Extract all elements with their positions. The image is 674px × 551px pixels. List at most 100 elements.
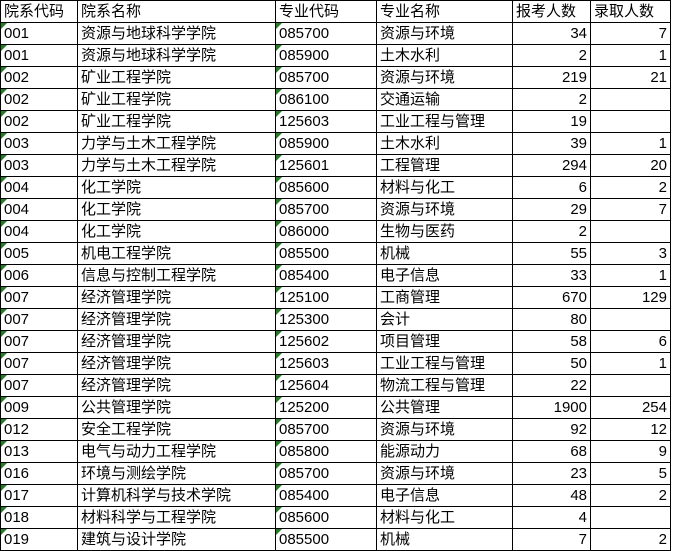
cell-major-code[interactable]: 125300 bbox=[275, 308, 377, 331]
cell-applicants[interactable]: 1900 bbox=[512, 396, 591, 419]
cell-major-code[interactable]: 085700 bbox=[275, 198, 377, 221]
cell-dept-code[interactable]: 003 bbox=[0, 132, 78, 155]
cell-applicants[interactable]: 4 bbox=[512, 506, 591, 529]
cell-dept-name[interactable]: 力学与土木工程学院 bbox=[77, 154, 276, 177]
header-major-code[interactable]: 专业代码 bbox=[275, 0, 377, 23]
cell-major-code[interactable]: 125601 bbox=[275, 154, 377, 177]
cell-dept-name[interactable]: 化工学院 bbox=[77, 220, 276, 243]
cell-major-name[interactable]: 土木水利 bbox=[376, 132, 513, 155]
cell-major-name[interactable]: 物流工程与管理 bbox=[376, 374, 513, 397]
header-admitted[interactable]: 录取人数 bbox=[590, 0, 671, 23]
cell-major-code[interactable]: 085700 bbox=[275, 22, 377, 45]
cell-major-code[interactable]: 086000 bbox=[275, 220, 377, 243]
cell-admitted[interactable]: 2 bbox=[590, 176, 671, 199]
cell-applicants[interactable]: 29 bbox=[512, 198, 591, 221]
cell-dept-code[interactable]: 007 bbox=[0, 352, 78, 375]
cell-admitted[interactable]: 6 bbox=[590, 330, 671, 353]
cell-applicants[interactable]: 58 bbox=[512, 330, 591, 353]
cell-applicants[interactable]: 68 bbox=[512, 440, 591, 463]
cell-admitted[interactable]: 9 bbox=[590, 440, 671, 463]
cell-dept-code[interactable]: 018 bbox=[0, 506, 78, 529]
cell-major-code[interactable]: 125602 bbox=[275, 330, 377, 353]
cell-dept-name[interactable]: 建筑与设计学院 bbox=[77, 528, 276, 551]
cell-dept-name[interactable]: 电气与动力工程学院 bbox=[77, 440, 276, 463]
cell-dept-code[interactable]: 005 bbox=[0, 242, 78, 265]
cell-dept-code[interactable]: 001 bbox=[0, 22, 78, 45]
cell-major-name[interactable]: 工商管理 bbox=[376, 286, 513, 309]
cell-major-name[interactable]: 工业工程与管理 bbox=[376, 110, 513, 133]
cell-major-code[interactable]: 085900 bbox=[275, 132, 377, 155]
cell-major-code[interactable]: 125603 bbox=[275, 110, 377, 133]
cell-admitted[interactable] bbox=[590, 88, 671, 111]
cell-applicants[interactable]: 55 bbox=[512, 242, 591, 265]
cell-dept-code[interactable]: 007 bbox=[0, 308, 78, 331]
cell-admitted[interactable]: 1 bbox=[590, 44, 671, 67]
cell-dept-name[interactable]: 经济管理学院 bbox=[77, 352, 276, 375]
cell-applicants[interactable]: 2 bbox=[512, 88, 591, 111]
cell-major-name[interactable]: 公共管理 bbox=[376, 396, 513, 419]
cell-major-code[interactable]: 085800 bbox=[275, 440, 377, 463]
cell-dept-name[interactable]: 经济管理学院 bbox=[77, 286, 276, 309]
cell-major-name[interactable]: 工业工程与管理 bbox=[376, 352, 513, 375]
cell-applicants[interactable]: 19 bbox=[512, 110, 591, 133]
cell-major-name[interactable]: 资源与环境 bbox=[376, 22, 513, 45]
cell-dept-name[interactable]: 计算机科学与技术学院 bbox=[77, 484, 276, 507]
cell-applicants[interactable]: 50 bbox=[512, 352, 591, 375]
cell-major-name[interactable]: 资源与环境 bbox=[376, 418, 513, 441]
cell-major-code[interactable]: 125200 bbox=[275, 396, 377, 419]
cell-admitted[interactable]: 2 bbox=[590, 528, 671, 551]
cell-major-code[interactable]: 085500 bbox=[275, 528, 377, 551]
cell-admitted[interactable]: 254 bbox=[590, 396, 671, 419]
cell-major-name[interactable]: 资源与环境 bbox=[376, 66, 513, 89]
cell-dept-code[interactable]: 013 bbox=[0, 440, 78, 463]
cell-dept-name[interactable]: 化工学院 bbox=[77, 176, 276, 199]
cell-admitted[interactable]: 20 bbox=[590, 154, 671, 177]
cell-major-name[interactable]: 材料与化工 bbox=[376, 506, 513, 529]
cell-applicants[interactable]: 80 bbox=[512, 308, 591, 331]
cell-admitted[interactable]: 12 bbox=[590, 418, 671, 441]
cell-major-name[interactable]: 机械 bbox=[376, 242, 513, 265]
cell-major-name[interactable]: 会计 bbox=[376, 308, 513, 331]
cell-dept-code[interactable]: 004 bbox=[0, 176, 78, 199]
cell-major-name[interactable]: 土木水利 bbox=[376, 44, 513, 67]
cell-dept-code[interactable]: 002 bbox=[0, 88, 78, 111]
cell-applicants[interactable]: 48 bbox=[512, 484, 591, 507]
cell-major-code[interactable]: 085700 bbox=[275, 66, 377, 89]
header-major-name[interactable]: 专业名称 bbox=[376, 0, 513, 23]
cell-admitted[interactable]: 5 bbox=[590, 462, 671, 485]
cell-major-code[interactable]: 125603 bbox=[275, 352, 377, 375]
cell-major-code[interactable]: 085400 bbox=[275, 264, 377, 287]
cell-dept-code[interactable]: 012 bbox=[0, 418, 78, 441]
cell-dept-code[interactable]: 009 bbox=[0, 396, 78, 419]
cell-major-code[interactable]: 085700 bbox=[275, 418, 377, 441]
cell-dept-code[interactable]: 007 bbox=[0, 374, 78, 397]
cell-major-name[interactable]: 材料与化工 bbox=[376, 176, 513, 199]
cell-dept-code[interactable]: 016 bbox=[0, 462, 78, 485]
cell-dept-name[interactable]: 安全工程学院 bbox=[77, 418, 276, 441]
cell-dept-name[interactable]: 机电工程学院 bbox=[77, 242, 276, 265]
cell-major-name[interactable]: 资源与环境 bbox=[376, 198, 513, 221]
cell-major-name[interactable]: 机械 bbox=[376, 528, 513, 551]
cell-applicants[interactable]: 219 bbox=[512, 66, 591, 89]
cell-major-code[interactable]: 085400 bbox=[275, 484, 377, 507]
cell-applicants[interactable]: 22 bbox=[512, 374, 591, 397]
cell-major-name[interactable]: 生物与医药 bbox=[376, 220, 513, 243]
cell-dept-name[interactable]: 经济管理学院 bbox=[77, 308, 276, 331]
cell-dept-code[interactable]: 002 bbox=[0, 110, 78, 133]
header-dept-name[interactable]: 院系名称 bbox=[77, 0, 276, 23]
cell-dept-name[interactable]: 资源与地球科学学院 bbox=[77, 22, 276, 45]
cell-dept-name[interactable]: 资源与地球科学学院 bbox=[77, 44, 276, 67]
cell-major-code[interactable]: 085900 bbox=[275, 44, 377, 67]
cell-dept-code[interactable]: 019 bbox=[0, 528, 78, 551]
cell-major-code[interactable]: 085600 bbox=[275, 506, 377, 529]
cell-applicants[interactable]: 34 bbox=[512, 22, 591, 45]
cell-applicants[interactable]: 2 bbox=[512, 220, 591, 243]
cell-dept-code[interactable]: 017 bbox=[0, 484, 78, 507]
cell-admitted[interactable] bbox=[590, 110, 671, 133]
cell-dept-name[interactable]: 信息与控制工程学院 bbox=[77, 264, 276, 287]
cell-dept-code[interactable]: 004 bbox=[0, 220, 78, 243]
cell-dept-name[interactable]: 经济管理学院 bbox=[77, 330, 276, 353]
cell-dept-name[interactable]: 环境与测绘学院 bbox=[77, 462, 276, 485]
cell-dept-name[interactable]: 矿业工程学院 bbox=[77, 88, 276, 111]
cell-admitted[interactable] bbox=[590, 506, 671, 529]
